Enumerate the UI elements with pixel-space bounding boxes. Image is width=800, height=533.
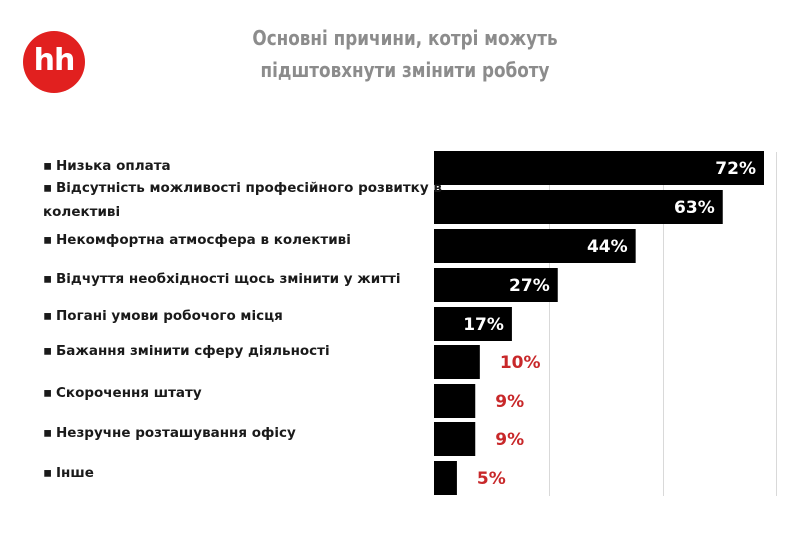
- hh-logo-text: hh: [33, 43, 76, 78]
- chart-title-line-1: Основні причини, котрі можуть: [252, 26, 558, 50]
- category-label-5: Погані умови робочого місця: [56, 308, 283, 324]
- category-bullet-1: ▪: [43, 158, 52, 174]
- bar-value-label-5: 17%: [463, 315, 504, 335]
- bar-value-label-3: 44%: [587, 237, 628, 257]
- bar-5: [434, 307, 512, 341]
- bar-4: [434, 268, 558, 302]
- category-label-4: Відчуття необхідності щось змінити у жит…: [56, 271, 400, 287]
- bar-7: [434, 384, 476, 418]
- bar-value-label-8: 9%: [495, 430, 524, 450]
- bar-3: [434, 229, 636, 263]
- category-label-3: Некомфортна атмосфера в колективі: [56, 232, 351, 248]
- bar-9: [434, 461, 457, 495]
- bar-value-label-7: 9%: [495, 392, 524, 412]
- category-label-6: Бажання змінити сферу діяльності: [56, 343, 330, 359]
- category-label-1: Низька оплата: [56, 158, 171, 174]
- bar-6: [434, 345, 480, 379]
- bar-value-label-6: 10%: [500, 353, 541, 373]
- category-label-8: Незручне розташування офісу: [56, 425, 296, 441]
- chart-title-line-2: підштовхнути змінити роботу: [260, 58, 550, 82]
- bar-value-label-9: 5%: [477, 469, 506, 489]
- category-bullet-3: ▪: [43, 232, 52, 248]
- hh-logo: hh: [23, 31, 85, 93]
- category-label-2-line-1: Відсутність можливості професійного розв…: [56, 180, 442, 196]
- bar-value-label-4: 27%: [509, 276, 550, 296]
- category-label-2-line-2: колективі: [43, 204, 120, 220]
- category-bullet-2: ▪: [43, 180, 52, 196]
- chart-title: Основні причини, котрі можуть підштовхну…: [224, 22, 585, 86]
- bar-2: [434, 190, 723, 224]
- category-bullet-4: ▪: [43, 271, 52, 287]
- category-bullet-9: ▪: [43, 465, 52, 481]
- bar-8: [434, 422, 476, 456]
- category-label-9: Інше: [56, 465, 94, 481]
- category-bullet-5: ▪: [43, 308, 52, 324]
- category-bullet-7: ▪: [43, 385, 52, 401]
- category-bullet-6: ▪: [43, 343, 52, 359]
- category-label-7: Скорочення штату: [56, 385, 202, 401]
- bar-1: [434, 151, 764, 185]
- bar-value-label-2: 63%: [674, 198, 715, 218]
- bar-value-label-1: 72%: [715, 159, 756, 179]
- category-bullet-8: ▪: [43, 425, 52, 441]
